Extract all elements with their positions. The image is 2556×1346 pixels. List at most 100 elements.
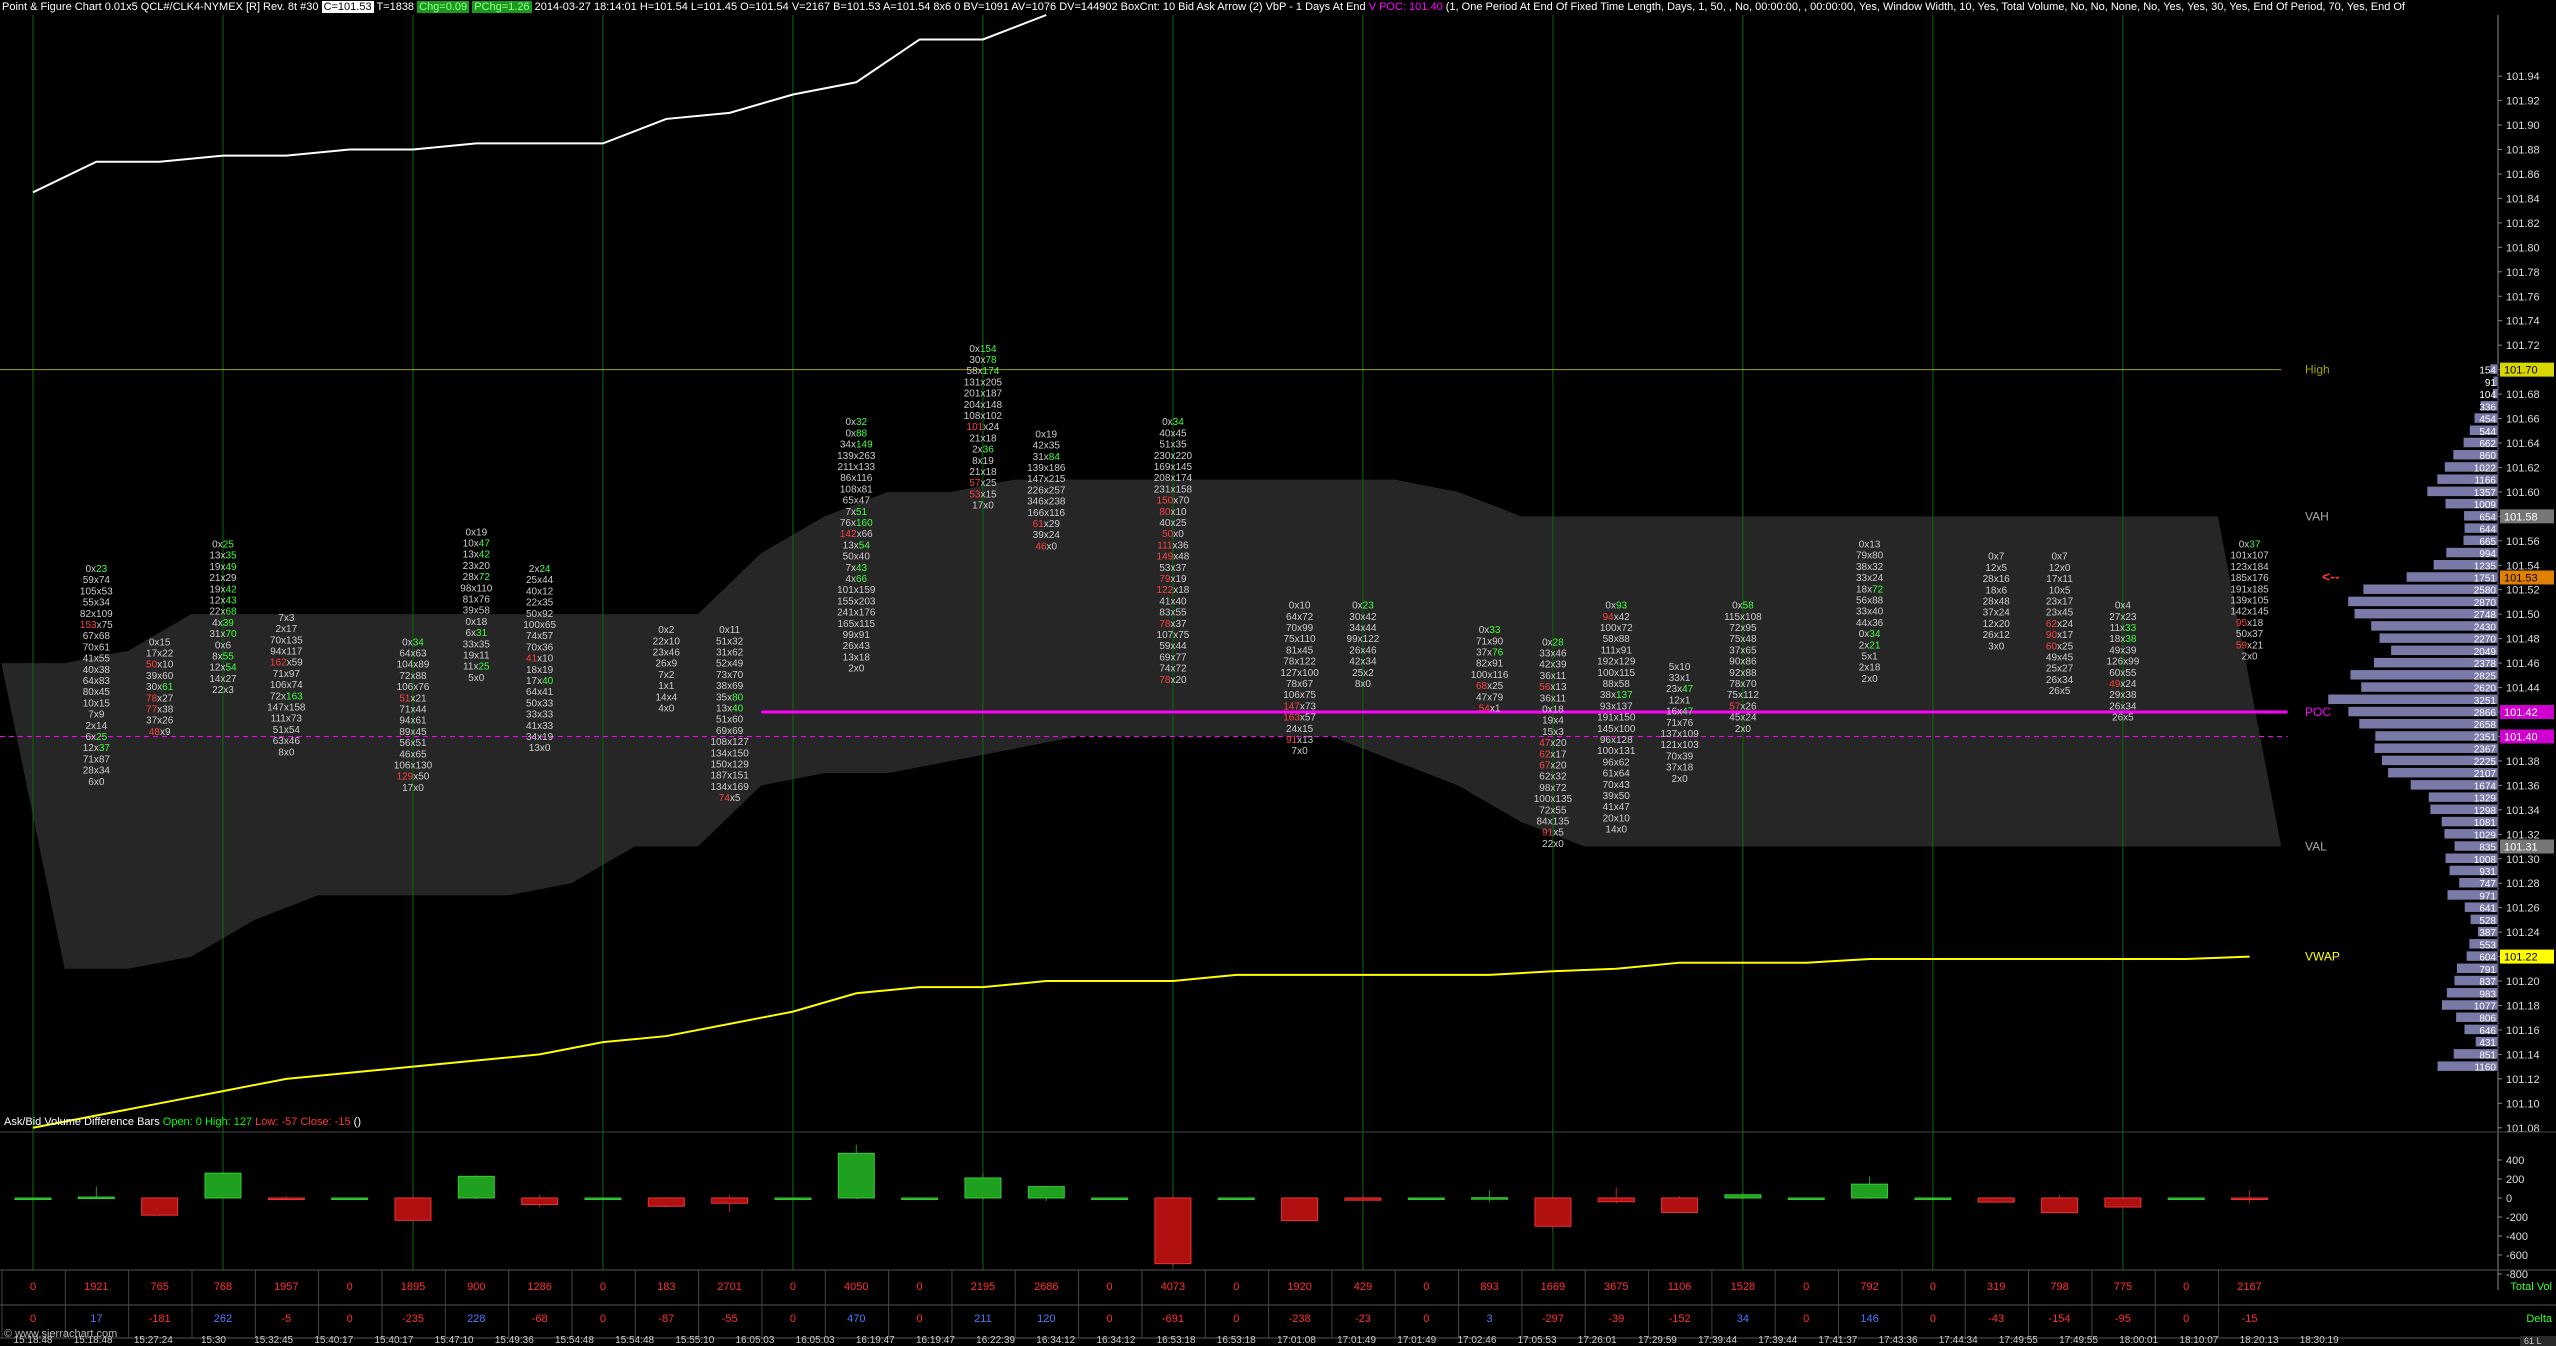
footprint-cell: 150x129 [710, 759, 749, 770]
footprint-cell: 90x17 [2046, 630, 2074, 641]
footprint-cell: 149x48 [1157, 552, 1190, 563]
footprint-cell: 74x57 [526, 631, 554, 642]
footprint-cell: 17x11 [2046, 574, 2073, 585]
footprint-cell: 7x3 [278, 613, 295, 624]
footprint-cell: 147x215 [1027, 474, 1066, 485]
profile-bar [2458, 877, 2499, 888]
delta-cell: -238 [1289, 1313, 1311, 1325]
footprint-cell: 51x32 [716, 636, 744, 647]
total-vol-cell: 0 [1930, 1281, 1936, 1293]
footprint-cell: 2x36 [972, 445, 994, 456]
profile-bar [2429, 804, 2499, 815]
footprint-cell: 108x127 [710, 737, 749, 748]
delta-tick-label: -400 [2506, 1231, 2528, 1243]
delta-cell: 470 [847, 1313, 865, 1325]
profile-volume-label: 983 [2479, 989, 2496, 1000]
footprint-cell: 49x39 [2109, 645, 2137, 656]
footprint-cell: 134x150 [710, 748, 749, 759]
footprint-cell: 231x158 [1154, 484, 1193, 495]
footprint-cell: 57x25 [969, 478, 997, 489]
footprint-cell: 17x22 [146, 649, 174, 660]
delta-cell: -297 [1542, 1313, 1564, 1325]
price-tick-label: 101.66 [2506, 414, 2540, 426]
footprint-cell: 39x60 [146, 671, 174, 682]
footprint-cell: 89x45 [399, 727, 427, 738]
delta-bar [1914, 1197, 1952, 1200]
footprint-cell: 41x10 [526, 654, 554, 665]
footprint-cell: 4x39 [212, 618, 234, 629]
footprint-cell: 166x116 [1027, 508, 1065, 519]
time-axis-label: 16:05:03 [735, 1335, 774, 1346]
footprint-cell: 84x135 [1537, 817, 1570, 828]
footprint-cell: 83x55 [1159, 608, 1187, 619]
footprint-cell: 0x4 [2115, 601, 2132, 612]
footprint-cell: 71x44 [399, 705, 427, 716]
footprint-cell: 39x58 [463, 606, 491, 617]
total-vol-cell: 792 [1860, 1281, 1878, 1293]
footprint-cell: 64x83 [83, 676, 111, 687]
delta-bar [394, 1197, 432, 1221]
footprint-cell: 41x55 [83, 654, 111, 665]
profile-volume-label: 154 [2479, 366, 2496, 377]
profile-volume-label: 387 [2479, 928, 2496, 939]
footprint-cell: 72x163 [270, 691, 303, 702]
profile-bar [2464, 522, 2499, 534]
profile-bar [2433, 559, 2499, 571]
total-vol-cell: 893 [1480, 1281, 1498, 1293]
time-axis-label: 17:43:36 [1879, 1335, 1918, 1346]
footprint-cell: 8x0 [1355, 679, 1372, 690]
footprint-cell: 100x65 [523, 620, 556, 631]
delta-cell: -235 [402, 1313, 424, 1325]
time-axis-label: 15:54:48 [555, 1335, 594, 1346]
footprint-cell: 22x10 [653, 636, 681, 647]
footprint-cell: 147x158 [267, 702, 306, 713]
footprint-cell: 165x115 [837, 619, 875, 630]
footprint-cell: 211x133 [837, 462, 875, 473]
footprint-cell: 121x103 [1660, 740, 1699, 751]
time-axis-label: 17:49:55 [2059, 1335, 2098, 1346]
footprint-cell: 53x15 [969, 489, 997, 500]
delta-cell: 3 [1487, 1313, 1493, 1325]
delta-cell: -87 [658, 1313, 674, 1325]
footprint-cell: 208x174 [1154, 473, 1193, 484]
current-price-arrow: <-- [2322, 569, 2340, 585]
footprint-cell: 13x35 [209, 551, 237, 562]
footprint-cell: 139x105 [2230, 596, 2269, 607]
delta-bar [1344, 1197, 1382, 1201]
delta-cell: 0 [790, 1313, 796, 1325]
delta-bar [2104, 1197, 2142, 1208]
footprint-cell: 70x36 [526, 642, 554, 653]
delta-tick-label: 400 [2506, 1155, 2524, 1167]
time-axis-label: 18:10:07 [2179, 1335, 2218, 1346]
footprint-cell: 48x9 [149, 727, 171, 738]
footprint-cell: 71x90 [1476, 636, 1504, 647]
total-vol-cell: 0 [1423, 1281, 1429, 1293]
profile-volume-label: 2270 [2474, 635, 2497, 646]
profile-volume-label: 1751 [2474, 574, 2497, 585]
footprint-cell: 33x46 [1539, 649, 1567, 660]
profile-volume-label: 971 [2479, 891, 2496, 902]
total-vol-cell: 2701 [717, 1281, 741, 1293]
profile-volume-label: 1329 [2474, 794, 2497, 805]
delta-cell: 228 [467, 1313, 485, 1325]
time-axis-label: 18:00:01 [2119, 1335, 2158, 1346]
price-tick-label: 101.72 [2506, 340, 2540, 352]
footprint-cell: 50x33 [526, 698, 554, 709]
high-value: 127 [233, 1116, 253, 1128]
profile-volume-label: 2430 [2474, 622, 2497, 633]
footprint-cell: 42x34 [1349, 657, 1377, 668]
footprint-cell: 0x88 [845, 428, 867, 439]
high-label: High [2305, 363, 2330, 377]
close-label: Close: [300, 1116, 332, 1128]
profile-volume-label: 454 [2479, 415, 2496, 426]
price-tick-label: 101.92 [2506, 96, 2540, 108]
footprint-cell: 126x99 [2106, 657, 2139, 668]
total-vol-cell: 765 [150, 1281, 168, 1293]
footprint-cell: 4x0 [658, 703, 675, 714]
profile-bar [2444, 461, 2499, 473]
footprint-cell: 23x20 [463, 561, 491, 572]
total-vol-cell: 0 [917, 1281, 923, 1293]
delta-bar [901, 1197, 939, 1200]
